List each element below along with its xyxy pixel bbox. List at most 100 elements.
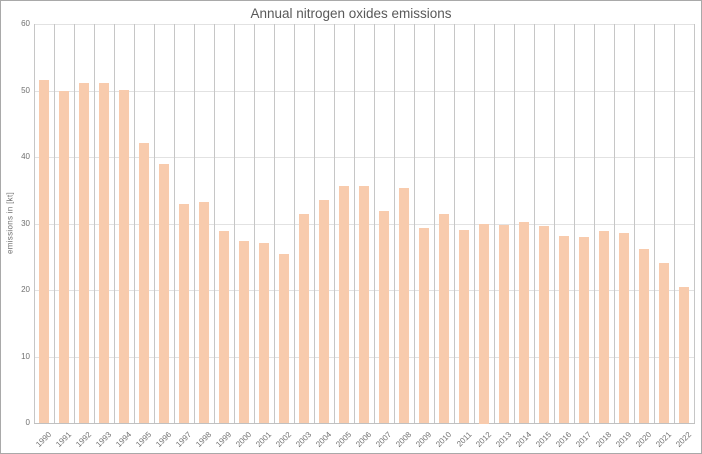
gridline-vertical: [274, 24, 275, 423]
y-tick-label: 40: [21, 152, 30, 161]
x-tick-label: 1992: [74, 430, 94, 449]
bar-2008: [399, 188, 409, 423]
gridline-vertical: [94, 24, 95, 423]
gridline-horizontal: [34, 91, 694, 92]
x-tick-label: 1993: [94, 430, 114, 449]
x-tick-label: 2016: [554, 430, 574, 449]
gridline-vertical: [134, 24, 135, 423]
gridline-horizontal: [34, 24, 694, 25]
gridline-vertical: [54, 24, 55, 423]
gridline-vertical: [334, 24, 335, 423]
x-tick-label: 2004: [314, 430, 334, 449]
gridline-vertical: [534, 24, 535, 423]
gridline-vertical: [394, 24, 395, 423]
y-tick-label: 50: [21, 86, 30, 95]
x-tick-label: 1991: [54, 430, 74, 449]
gridline-vertical: [214, 24, 215, 423]
gridline-vertical: [34, 24, 35, 423]
bar-2004: [319, 200, 329, 423]
gridline-vertical: [374, 24, 375, 423]
x-tick-label: 2019: [614, 430, 634, 449]
x-tick-label: 2006: [354, 430, 374, 449]
chart-title: Annual nitrogen oxides emissions: [250, 6, 452, 21]
gridline-vertical: [554, 24, 555, 423]
gridline-vertical: [514, 24, 515, 423]
bar-2009: [419, 228, 429, 423]
gridline-horizontal: [34, 157, 694, 158]
x-tick-label: 2000: [234, 430, 254, 449]
bar-1996: [159, 164, 169, 423]
gridline-vertical: [614, 24, 615, 423]
bar-2007: [379, 211, 389, 423]
gridline-vertical: [634, 24, 635, 423]
x-tick-label: 1998: [194, 430, 214, 449]
bar-2022: [679, 287, 689, 423]
bar-1993: [99, 83, 109, 423]
x-tick-label: 2003: [294, 430, 314, 449]
bar-1998: [199, 202, 209, 423]
gridline-vertical: [674, 24, 675, 423]
gridline-vertical: [174, 24, 175, 423]
x-tick-label: 2010: [434, 430, 454, 449]
gridline-vertical: [154, 24, 155, 423]
gridline-vertical: [314, 24, 315, 423]
y-tick-label: 0: [25, 418, 30, 427]
x-tick-label: 2008: [394, 430, 414, 449]
x-tick-label: 2007: [374, 430, 394, 449]
x-tick-label: 2011: [454, 430, 474, 449]
x-tick-label: 2017: [574, 430, 594, 449]
bar-1997: [179, 204, 189, 423]
bar-2019: [619, 233, 629, 423]
bar-2014: [519, 222, 529, 423]
x-tick-label: 2001: [254, 430, 274, 449]
bar-1999: [219, 231, 229, 423]
x-tick-label: 2002: [274, 430, 294, 449]
y-tick-label: 30: [21, 219, 30, 228]
x-tick-label: 2015: [534, 430, 554, 449]
x-tick-label: 1990: [34, 430, 54, 449]
bar-2011: [459, 230, 469, 423]
x-tick-label: 1994: [114, 430, 134, 449]
x-tick-label: 1999: [214, 430, 234, 449]
x-tick-label: 1997: [174, 430, 194, 449]
gridline-vertical: [294, 24, 295, 423]
y-tick-label: 10: [21, 352, 30, 361]
bar-2021: [659, 263, 669, 423]
gridline-vertical: [194, 24, 195, 423]
x-axis-line: [34, 423, 695, 424]
bar-2001: [259, 243, 269, 423]
gridline-vertical: [114, 24, 115, 423]
bar-2010: [439, 214, 449, 423]
x-tick-label: 2022: [674, 430, 694, 449]
bar-1990: [39, 80, 49, 423]
gridline-vertical: [654, 24, 655, 423]
bar-1992: [79, 83, 89, 423]
gridline-vertical: [434, 24, 435, 423]
gridline-vertical: [574, 24, 575, 423]
gridline-vertical: [454, 24, 455, 423]
x-tick-label: 1996: [154, 430, 174, 449]
x-tick-label: 1995: [134, 430, 154, 449]
bar-2003: [299, 214, 309, 423]
x-tick-label: 2018: [594, 430, 614, 449]
y-tick-label: 20: [21, 285, 30, 294]
gridline-vertical: [414, 24, 415, 423]
x-tick-label: 2012: [474, 430, 494, 449]
gridline-vertical: [254, 24, 255, 423]
x-tick-label: 2013: [494, 430, 514, 449]
gridline-vertical: [74, 24, 75, 423]
bar-2016: [559, 236, 569, 423]
gridline-vertical: [594, 24, 595, 423]
y-tick-label: 60: [21, 19, 30, 28]
gridline-vertical: [234, 24, 235, 423]
bar-2002: [279, 254, 289, 423]
bar-1995: [139, 143, 149, 423]
bar-2000: [239, 241, 249, 423]
bar-2012: [479, 224, 489, 424]
gridline-vertical: [354, 24, 355, 423]
gridline-vertical: [694, 24, 695, 423]
bar-2020: [639, 249, 649, 423]
x-tick-label: 2020: [634, 430, 654, 449]
